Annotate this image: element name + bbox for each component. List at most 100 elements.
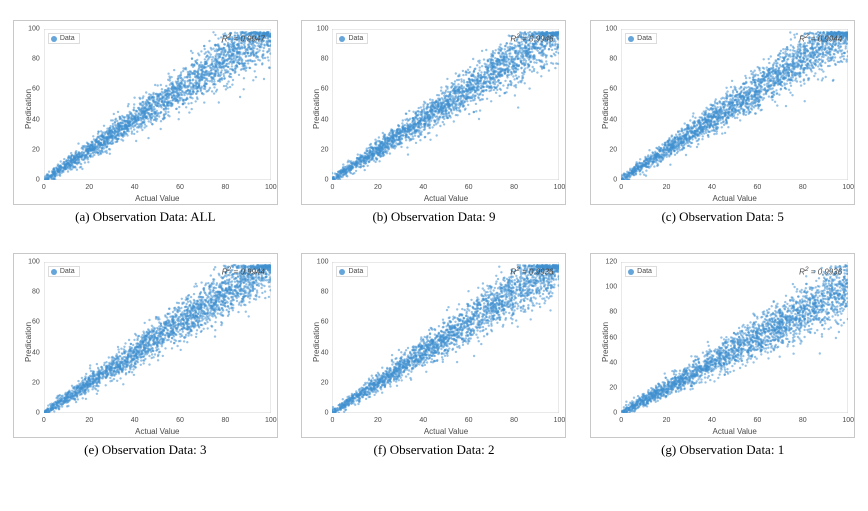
legend: Data (625, 266, 657, 277)
xtick-label: 40 (131, 184, 139, 191)
x-axis-label: Actual Value (135, 427, 179, 436)
legend-marker-icon (51, 36, 57, 42)
plot-area (44, 262, 271, 413)
chart-box: 020406080100020406080100Actual ValuePred… (301, 253, 566, 438)
xtick-label: 40 (419, 184, 427, 191)
chart-box: 020406080100020406080100Actual ValuePred… (590, 20, 855, 205)
scatter-svg (332, 262, 559, 413)
x-axis-label: Actual Value (424, 427, 468, 436)
xtick-label: 0 (619, 417, 623, 424)
y-axis-label: Predication (601, 88, 610, 128)
chart-grid: 0 20 40 60 80 100 0 20 40 60 80 100 Actual Value Pred… (10, 20, 858, 458)
x-axis-label: Actual Value (135, 194, 179, 203)
ytick-label: 80 (308, 56, 328, 63)
legend-marker-icon (51, 269, 57, 275)
ytick-label: 20 (20, 379, 40, 386)
xtick-label: 60 (176, 184, 184, 191)
xtick-label: 80 (510, 417, 518, 424)
ytick-label: 80 (597, 56, 617, 63)
y-axis-label: Predication (24, 321, 33, 361)
ytick-label: 20 (308, 379, 328, 386)
xtick-label: 20 (85, 417, 93, 424)
xtick-label: 0 (619, 184, 623, 191)
y-axis-label: Predication (312, 88, 321, 128)
xtick-label: 0 (42, 417, 46, 424)
panel-e: 020406080100020406080100Actual ValuePred… (10, 253, 281, 458)
xtick-label: 0 (331, 184, 335, 191)
xtick-label: 20 (374, 417, 382, 424)
plot-area (332, 29, 559, 180)
xtick-label: 20 (663, 184, 671, 191)
xtick-label: 60 (176, 417, 184, 424)
legend-marker-icon (339, 36, 345, 42)
xtick-label: 80 (222, 184, 230, 191)
panel-caption: (b) Observation Data: 9 (372, 209, 495, 225)
r2-value: 0.9946 (529, 35, 553, 44)
legend-marker-icon (628, 269, 634, 275)
legend-label: Data (60, 35, 75, 42)
ytick-label: 80 (597, 309, 617, 316)
ytick-label: 20 (20, 146, 40, 153)
x-axis-label: Actual Value (712, 194, 756, 203)
ytick-label: 100 (597, 284, 617, 291)
r2-value: 0.9947 (240, 35, 264, 44)
r2-annotation: R2 = 0.9936 (799, 266, 842, 277)
xtick-label: 60 (753, 417, 761, 424)
legend: Data (336, 266, 368, 277)
legend-label: Data (637, 268, 652, 275)
xtick-label: 80 (799, 184, 807, 191)
xtick-label: 40 (131, 417, 139, 424)
r2-annotation: R2 = 0.9947 (222, 33, 265, 44)
scatter-svg (332, 29, 559, 180)
panel-g: 020406080100020406080100120Actual ValueP… (587, 253, 858, 458)
panel-a: 020406080100020406080100Actual ValuePred… (10, 20, 281, 225)
xtick-label: 100 (554, 417, 566, 424)
xtick-label: 20 (85, 184, 93, 191)
chart-box: 020406080100020406080100Actual ValuePred… (13, 253, 278, 438)
legend: Data (48, 33, 80, 44)
legend-marker-icon (628, 36, 634, 42)
r2-value: 0.9936 (529, 268, 553, 277)
plot-area (621, 29, 848, 180)
y-axis-label: Predication (601, 321, 610, 361)
chart-box: 020406080100020406080100Actual ValuePred… (301, 20, 566, 205)
x-axis-label: Actual Value (424, 194, 468, 203)
ytick-label: 100 (308, 259, 328, 266)
xtick-label: 80 (222, 417, 230, 424)
ytick-label: 20 (597, 146, 617, 153)
scatter-svg (621, 29, 848, 180)
xtick-label: 40 (419, 417, 427, 424)
r2-annotation: R2 = 0.9944 (799, 33, 842, 44)
ytick-label: 120 (597, 259, 617, 266)
y-axis-label: Predication (312, 321, 321, 361)
panel-b: 020406080100020406080100Actual ValuePred… (299, 20, 570, 225)
plot-area (332, 262, 559, 413)
ytick-label: 0 (20, 410, 40, 417)
xtick-label: 100 (265, 417, 277, 424)
xtick-label: 40 (708, 417, 716, 424)
ytick-label: 0 (597, 177, 617, 184)
plot-area (621, 262, 848, 413)
ytick-label: 0 (597, 410, 617, 417)
xtick-label: 100 (842, 184, 854, 191)
ytick-label: 100 (597, 26, 617, 33)
r2-value: 0.9944 (240, 268, 264, 277)
xtick-label: 100 (554, 184, 566, 191)
xtick-label: 60 (753, 184, 761, 191)
legend-marker-icon (339, 269, 345, 275)
ytick-label: 20 (308, 146, 328, 153)
legend-label: Data (348, 35, 363, 42)
r2-value: 0.9944 (818, 35, 842, 44)
legend: Data (336, 33, 368, 44)
plot-area (44, 29, 271, 180)
legend-label: Data (348, 268, 363, 275)
ytick-label: 0 (308, 410, 328, 417)
ytick-label: 80 (308, 289, 328, 296)
scatter-svg (44, 262, 271, 413)
panel-f: 020406080100020406080100Actual ValuePred… (299, 253, 570, 458)
xtick-label: 20 (374, 184, 382, 191)
panel-caption: (c) Observation Data: 5 (661, 209, 783, 225)
xtick-label: 100 (842, 417, 854, 424)
ytick-label: 0 (308, 177, 328, 184)
xtick-label: 80 (510, 184, 518, 191)
